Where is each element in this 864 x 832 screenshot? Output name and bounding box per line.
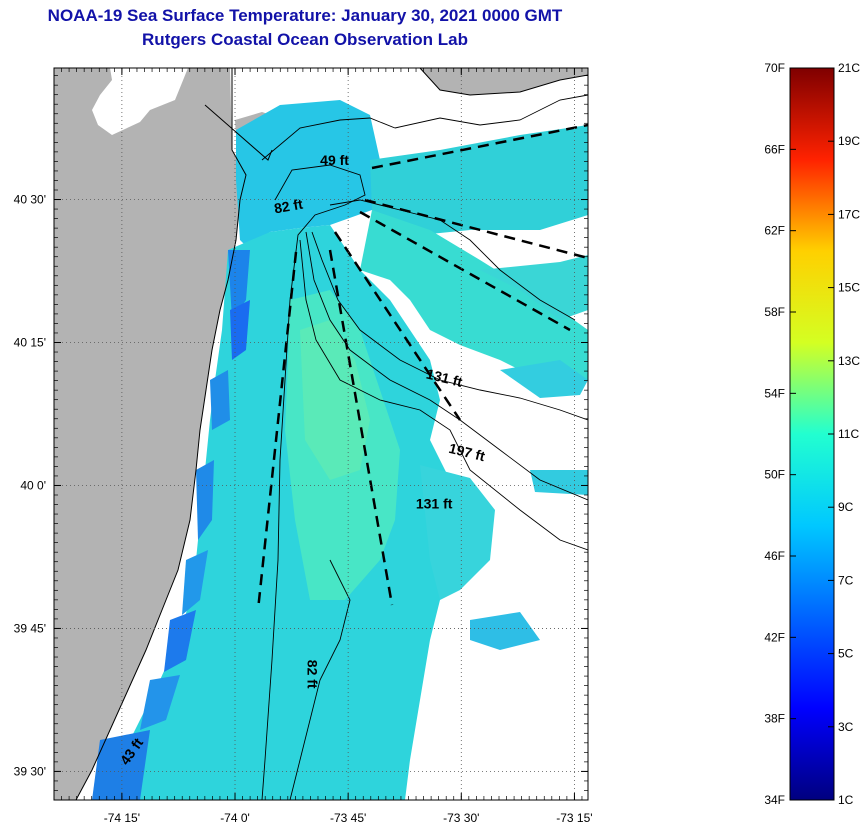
colorbar-c-label: 15C (838, 281, 860, 295)
colorbar-f-label: 54F (764, 386, 785, 400)
colorbar-f-label: 42F (764, 630, 785, 644)
depth-label: 131 ft (416, 495, 453, 511)
colorbar-f-label: 66F (764, 142, 785, 156)
transect-lines (256, 123, 588, 611)
depth-label: 82 ft (304, 660, 320, 689)
colorbar-labels: 70F 66F 62F 58F 54F 50F 46F 42F 38F 34F 21C 19C 17C 1… (764, 61, 860, 807)
colorbar-c-label: 9C (838, 500, 854, 514)
colorbar-f-label: 70F (764, 61, 785, 75)
coastline-long-island (232, 68, 588, 96)
lon-tick-label: -74 15' (104, 811, 140, 825)
axis-tick-labels: 40 30' 40 15' 40 0' 39 45' 39 30' -74 15' -74 … (14, 193, 593, 825)
colorbar-f-label: 58F (764, 305, 785, 319)
colorbar-c-label: 11C (838, 427, 859, 441)
land-long-island (232, 68, 588, 95)
colorbar-c-label: 13C (838, 354, 860, 368)
land-new-jersey (54, 68, 246, 800)
colorbar (789, 67, 835, 801)
depth-label: 82 ft (273, 196, 304, 217)
colorbar-c-label: 5C (838, 647, 854, 661)
colorbar-c-label: 21C (838, 61, 860, 75)
map-title: NOAA-19 Sea Surface Temperature: January… (47, 6, 563, 25)
colorbar-f-label: 38F (764, 712, 785, 726)
sst-tiles (92, 100, 588, 800)
depth-label: 49 ft (320, 152, 349, 168)
colorbar-c-label: 19C (838, 134, 860, 148)
colorbar-c-label: 7C (838, 573, 854, 587)
lon-tick-label: -74 0' (220, 811, 250, 825)
colorbar-f-label: 62F (764, 224, 785, 238)
plot-frame (53, 67, 589, 801)
lat-tick-label: 40 15' (14, 336, 46, 350)
lon-tick-label: -73 15' (556, 811, 592, 825)
lon-tick-label: -73 30' (443, 811, 479, 825)
graticule (54, 68, 588, 800)
harbor-channel (204, 104, 273, 161)
lat-tick-label: 40 0' (20, 478, 46, 492)
lon-tick-label: -73 45' (330, 811, 366, 825)
lat-tick-label: 39 30' (14, 764, 46, 778)
colorbar-c-label: 17C (838, 207, 860, 221)
colorbar-f-label: 34F (764, 793, 785, 807)
colorbar-ticks (790, 67, 834, 801)
map-subtitle: Rutgers Coastal Ocean Observation Lab (142, 30, 468, 49)
colorbar-c-label: 3C (838, 720, 854, 734)
colorbar-f-label: 46F (764, 549, 785, 563)
coastline (75, 68, 247, 800)
lat-tick-label: 39 45' (14, 621, 46, 635)
colorbar-f-label: 50F (764, 468, 785, 482)
lat-tick-label: 40 30' (14, 193, 46, 207)
axis-ticks (53, 68, 588, 801)
colorbar-c-label: 1C (838, 793, 854, 807)
